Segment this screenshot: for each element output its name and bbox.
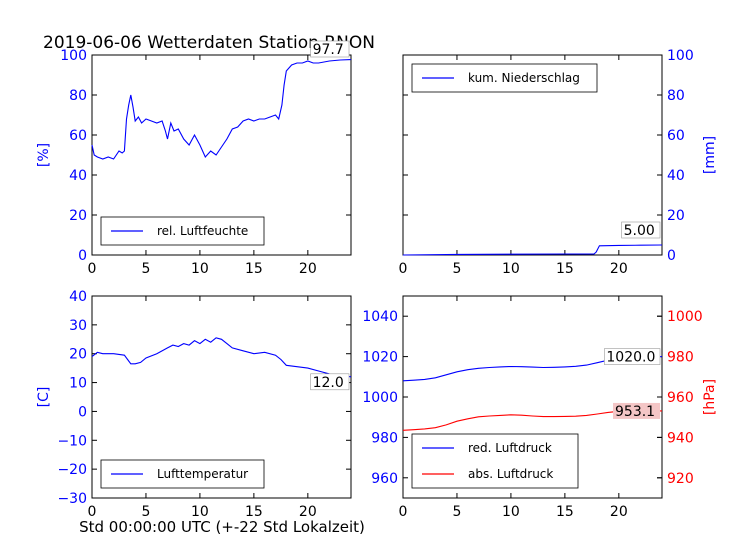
x-tick-label: 20 [610, 504, 628, 520]
subplot-humidity: 0 5 10 15 20 0 20 40 60 80 100 [%] rel. Luftfeuchte 9… [36, 40, 352, 277]
y-tick-label: 0 [667, 248, 676, 264]
annotation-bg [621, 221, 661, 239]
x-tick-label: 5 [141, 504, 150, 520]
annotation-label: 12.0 [313, 375, 344, 391]
x-tick-label: 10 [191, 504, 209, 520]
x-tick-label: 0 [88, 504, 97, 520]
legend-box [411, 433, 579, 489]
y-tick-label: 20 [69, 347, 87, 363]
x-tick-label: 20 [299, 261, 317, 277]
x-tick-label: 20 [299, 504, 317, 520]
legend: rel. Luftfeuchte [100, 216, 265, 246]
y-tick-label: 60 [667, 128, 685, 144]
x-tick-label: 15 [245, 261, 263, 277]
y-tick-label: −10 [57, 433, 87, 449]
y-tick-label: 40 [69, 168, 87, 184]
y-tick-label: −30 [57, 491, 87, 507]
y-tick-label: 100 [667, 48, 694, 64]
y-axis-label: [%] [36, 143, 52, 167]
y-tick-label-right: 1000 [667, 309, 703, 325]
y-tick-label: 100 [60, 48, 87, 64]
y-tick-label: 980 [371, 430, 398, 446]
legend-label: red. Luftdruck [468, 441, 552, 455]
x-tick-label: 0 [399, 261, 408, 277]
legend-label: abs. Luftdruck [468, 467, 553, 481]
x-axis-label: Std 00:00:00 UTC (+-22 Std Lokalzeit) [79, 518, 365, 536]
annotation-bg [613, 402, 660, 419]
y-tick-label: 80 [69, 88, 87, 104]
x-tick-label: 15 [556, 504, 574, 520]
legend-label: Lufttemperatur [157, 467, 248, 481]
y-tick-label: 20 [667, 208, 685, 224]
x-tick-label: 10 [502, 261, 520, 277]
x-tick-label: 15 [556, 261, 574, 277]
y-tick-label-right: 980 [667, 350, 694, 366]
x-tick-label: 10 [191, 261, 209, 277]
legend-label: rel. Luftfeuchte [157, 224, 248, 238]
y-tick-label: 0 [78, 404, 87, 420]
annotation-label: 97.7 [313, 42, 344, 58]
subplot-temperature: 0 5 10 15 20 −30 −20 −10 0 10 20 30 40 [C] Lufttempera… [36, 289, 352, 520]
y-tick-label: 40 [69, 289, 87, 305]
y-tick-label: 960 [371, 471, 398, 487]
annotation-bg [604, 348, 661, 365]
y-tick-label-right: 940 [667, 430, 694, 446]
annotation-bg [310, 373, 350, 391]
y-tick-label: 10 [69, 376, 87, 392]
annotation-label: 1020.0 [606, 350, 655, 366]
y-tick-label: 30 [69, 318, 87, 334]
y-tick-label-right: 920 [667, 471, 694, 487]
x-tick-label: 0 [88, 261, 97, 277]
x-tick-label: 5 [452, 261, 461, 277]
y-tick-label: 1040 [362, 309, 398, 325]
y-tick-label-right: 960 [667, 390, 694, 406]
y-tick-label: −20 [57, 462, 87, 478]
subplot-precipitation: 0 5 10 15 20 0 20 40 60 80 100 [mm] kum. Niederschla… [399, 48, 718, 277]
figure-title: 2019-06-06 Wetterdaten Station RNON [43, 33, 375, 53]
y-axis-label: [C] [36, 387, 52, 408]
x-tick-label: 0 [399, 504, 408, 520]
y-tick-label: 0 [78, 248, 87, 264]
y-tick-label: 1000 [362, 390, 398, 406]
x-tick-label: 15 [245, 504, 263, 520]
legend-label: kum. Niederschlag [468, 71, 580, 85]
subplot-pressure: 0 5 10 15 20 960 980 1000 1020 1040 920 940 960 980 10… [362, 295, 718, 520]
y-tick-label: 80 [667, 88, 685, 104]
series-line [91, 337, 352, 378]
x-tick-label: 20 [610, 261, 628, 277]
y-axis-label: [mm] [702, 136, 718, 174]
y-tick-label: 1020 [362, 350, 398, 366]
annotation-bg [310, 40, 350, 58]
y-tick-label: 20 [69, 208, 87, 224]
legend: Lufttemperatur [100, 459, 265, 489]
annotation-label: 5.00 [624, 223, 655, 239]
x-tick-label: 10 [502, 504, 520, 520]
legend: kum. Niederschlag [411, 63, 598, 93]
y-tick-label: 60 [69, 128, 87, 144]
x-tick-label: 5 [452, 504, 461, 520]
x-tick-label: 5 [141, 261, 150, 277]
legend: red. Luftdruck abs. Luftdruck [411, 433, 579, 489]
series-line [91, 59, 352, 160]
y-tick-label: 40 [667, 168, 685, 184]
y-axis-label: [hPa] [702, 379, 718, 415]
series-line [402, 244, 663, 256]
annotation-label: 953.1 [615, 404, 655, 420]
